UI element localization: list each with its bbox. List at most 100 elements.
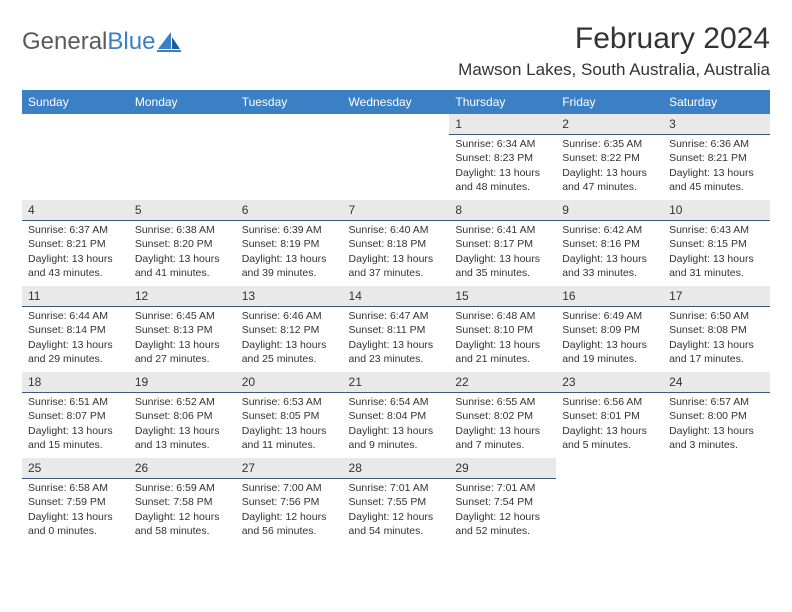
sunrise-line: Sunrise: 6:40 AM bbox=[349, 223, 444, 237]
daylight-line: Daylight: 12 hours and 54 minutes. bbox=[349, 510, 444, 538]
logo-sail-icon bbox=[157, 31, 181, 53]
sunset-line: Sunset: 8:15 PM bbox=[669, 237, 764, 251]
sunset-line: Sunset: 7:59 PM bbox=[28, 495, 123, 509]
day-details: Sunrise: 6:46 AMSunset: 8:12 PMDaylight:… bbox=[236, 307, 343, 370]
sunset-line: Sunset: 8:02 PM bbox=[455, 409, 550, 423]
sunrise-line: Sunrise: 6:52 AM bbox=[135, 395, 230, 409]
sunrise-line: Sunrise: 6:37 AM bbox=[28, 223, 123, 237]
daylight-line: Daylight: 13 hours and 15 minutes. bbox=[28, 424, 123, 452]
day-number-bar: 4 bbox=[22, 200, 129, 221]
calendar-day-cell bbox=[556, 458, 663, 544]
day-details: Sunrise: 6:45 AMSunset: 8:13 PMDaylight:… bbox=[129, 307, 236, 370]
day-details: Sunrise: 6:56 AMSunset: 8:01 PMDaylight:… bbox=[556, 393, 663, 456]
calendar-day-cell: 25Sunrise: 6:58 AMSunset: 7:59 PMDayligh… bbox=[22, 458, 129, 544]
daylight-line: Daylight: 13 hours and 45 minutes. bbox=[669, 166, 764, 194]
sunrise-line: Sunrise: 6:36 AM bbox=[669, 137, 764, 151]
sunset-line: Sunset: 7:58 PM bbox=[135, 495, 230, 509]
sunset-line: Sunset: 7:54 PM bbox=[455, 495, 550, 509]
calendar-day-cell: 14Sunrise: 6:47 AMSunset: 8:11 PMDayligh… bbox=[343, 286, 450, 372]
calendar-day-cell: 1Sunrise: 6:34 AMSunset: 8:23 PMDaylight… bbox=[449, 114, 556, 200]
day-number-bar-empty bbox=[343, 114, 450, 134]
day-number-bar: 17 bbox=[663, 286, 770, 307]
day-number-bar: 7 bbox=[343, 200, 450, 221]
weekday-header: Tuesday bbox=[236, 90, 343, 114]
day-number-bar: 27 bbox=[236, 458, 343, 479]
weekday-header: Wednesday bbox=[343, 90, 450, 114]
daylight-line: Daylight: 13 hours and 39 minutes. bbox=[242, 252, 337, 280]
day-details: Sunrise: 6:43 AMSunset: 8:15 PMDaylight:… bbox=[663, 221, 770, 284]
day-details: Sunrise: 6:49 AMSunset: 8:09 PMDaylight:… bbox=[556, 307, 663, 370]
sunset-line: Sunset: 8:10 PM bbox=[455, 323, 550, 337]
day-details: Sunrise: 6:52 AMSunset: 8:06 PMDaylight:… bbox=[129, 393, 236, 456]
calendar-day-cell: 8Sunrise: 6:41 AMSunset: 8:17 PMDaylight… bbox=[449, 200, 556, 286]
day-number-bar: 20 bbox=[236, 372, 343, 393]
sunset-line: Sunset: 8:22 PM bbox=[562, 151, 657, 165]
calendar-day-cell: 7Sunrise: 6:40 AMSunset: 8:18 PMDaylight… bbox=[343, 200, 450, 286]
sunset-line: Sunset: 8:17 PM bbox=[455, 237, 550, 251]
daylight-line: Daylight: 13 hours and 23 minutes. bbox=[349, 338, 444, 366]
calendar-day-cell bbox=[22, 114, 129, 200]
weekday-header: Sunday bbox=[22, 90, 129, 114]
sunrise-line: Sunrise: 6:48 AM bbox=[455, 309, 550, 323]
sunset-line: Sunset: 8:04 PM bbox=[349, 409, 444, 423]
calendar-week-row: 4Sunrise: 6:37 AMSunset: 8:21 PMDaylight… bbox=[22, 200, 770, 286]
day-number-bar: 1 bbox=[449, 114, 556, 135]
daylight-line: Daylight: 13 hours and 29 minutes. bbox=[28, 338, 123, 366]
day-number-bar: 2 bbox=[556, 114, 663, 135]
calendar-day-cell: 3Sunrise: 6:36 AMSunset: 8:21 PMDaylight… bbox=[663, 114, 770, 200]
calendar-day-cell bbox=[343, 114, 450, 200]
day-number-bar-empty bbox=[556, 458, 663, 478]
sunrise-line: Sunrise: 6:56 AM bbox=[562, 395, 657, 409]
calendar-day-cell: 22Sunrise: 6:55 AMSunset: 8:02 PMDayligh… bbox=[449, 372, 556, 458]
sunrise-line: Sunrise: 7:00 AM bbox=[242, 481, 337, 495]
day-details: Sunrise: 6:59 AMSunset: 7:58 PMDaylight:… bbox=[129, 479, 236, 542]
day-number-bar: 21 bbox=[343, 372, 450, 393]
calendar-day-cell bbox=[663, 458, 770, 544]
sunset-line: Sunset: 8:19 PM bbox=[242, 237, 337, 251]
day-details: Sunrise: 6:50 AMSunset: 8:08 PMDaylight:… bbox=[663, 307, 770, 370]
day-details: Sunrise: 6:47 AMSunset: 8:11 PMDaylight:… bbox=[343, 307, 450, 370]
sunset-line: Sunset: 8:00 PM bbox=[669, 409, 764, 423]
sunrise-line: Sunrise: 6:47 AM bbox=[349, 309, 444, 323]
daylight-line: Daylight: 13 hours and 47 minutes. bbox=[562, 166, 657, 194]
calendar-day-cell: 5Sunrise: 6:38 AMSunset: 8:20 PMDaylight… bbox=[129, 200, 236, 286]
daylight-line: Daylight: 13 hours and 13 minutes. bbox=[135, 424, 230, 452]
sunset-line: Sunset: 8:01 PM bbox=[562, 409, 657, 423]
day-number-bar: 18 bbox=[22, 372, 129, 393]
day-number-bar-empty bbox=[663, 458, 770, 478]
day-details: Sunrise: 6:57 AMSunset: 8:00 PMDaylight:… bbox=[663, 393, 770, 456]
sunrise-line: Sunrise: 6:59 AM bbox=[135, 481, 230, 495]
weekday-header: Monday bbox=[129, 90, 236, 114]
day-details: Sunrise: 7:00 AMSunset: 7:56 PMDaylight:… bbox=[236, 479, 343, 542]
day-details: Sunrise: 6:39 AMSunset: 8:19 PMDaylight:… bbox=[236, 221, 343, 284]
calendar-day-cell: 2Sunrise: 6:35 AMSunset: 8:22 PMDaylight… bbox=[556, 114, 663, 200]
calendar-day-cell: 10Sunrise: 6:43 AMSunset: 8:15 PMDayligh… bbox=[663, 200, 770, 286]
daylight-line: Daylight: 13 hours and 43 minutes. bbox=[28, 252, 123, 280]
daylight-line: Daylight: 13 hours and 27 minutes. bbox=[135, 338, 230, 366]
sunset-line: Sunset: 8:11 PM bbox=[349, 323, 444, 337]
calendar-day-cell: 18Sunrise: 6:51 AMSunset: 8:07 PMDayligh… bbox=[22, 372, 129, 458]
day-number-bar: 29 bbox=[449, 458, 556, 479]
daylight-line: Daylight: 13 hours and 33 minutes. bbox=[562, 252, 657, 280]
day-number-bar: 6 bbox=[236, 200, 343, 221]
sunrise-line: Sunrise: 6:51 AM bbox=[28, 395, 123, 409]
day-number-bar: 19 bbox=[129, 372, 236, 393]
sunrise-line: Sunrise: 6:42 AM bbox=[562, 223, 657, 237]
calendar-day-cell: 21Sunrise: 6:54 AMSunset: 8:04 PMDayligh… bbox=[343, 372, 450, 458]
day-details: Sunrise: 6:54 AMSunset: 8:04 PMDaylight:… bbox=[343, 393, 450, 456]
calendar-day-cell: 6Sunrise: 6:39 AMSunset: 8:19 PMDaylight… bbox=[236, 200, 343, 286]
calendar-day-cell: 27Sunrise: 7:00 AMSunset: 7:56 PMDayligh… bbox=[236, 458, 343, 544]
sunset-line: Sunset: 7:56 PM bbox=[242, 495, 337, 509]
day-details: Sunrise: 6:48 AMSunset: 8:10 PMDaylight:… bbox=[449, 307, 556, 370]
sunrise-line: Sunrise: 6:49 AM bbox=[562, 309, 657, 323]
sunset-line: Sunset: 8:09 PM bbox=[562, 323, 657, 337]
daylight-line: Daylight: 13 hours and 9 minutes. bbox=[349, 424, 444, 452]
sunrise-line: Sunrise: 6:50 AM bbox=[669, 309, 764, 323]
sunset-line: Sunset: 8:12 PM bbox=[242, 323, 337, 337]
day-details: Sunrise: 6:37 AMSunset: 8:21 PMDaylight:… bbox=[22, 221, 129, 284]
location: Mawson Lakes, South Australia, Australia bbox=[458, 60, 770, 80]
daylight-line: Daylight: 13 hours and 31 minutes. bbox=[669, 252, 764, 280]
day-number-bar: 11 bbox=[22, 286, 129, 307]
day-details: Sunrise: 6:35 AMSunset: 8:22 PMDaylight:… bbox=[556, 135, 663, 198]
calendar-table: SundayMondayTuesdayWednesdayThursdayFrid… bbox=[22, 90, 770, 544]
